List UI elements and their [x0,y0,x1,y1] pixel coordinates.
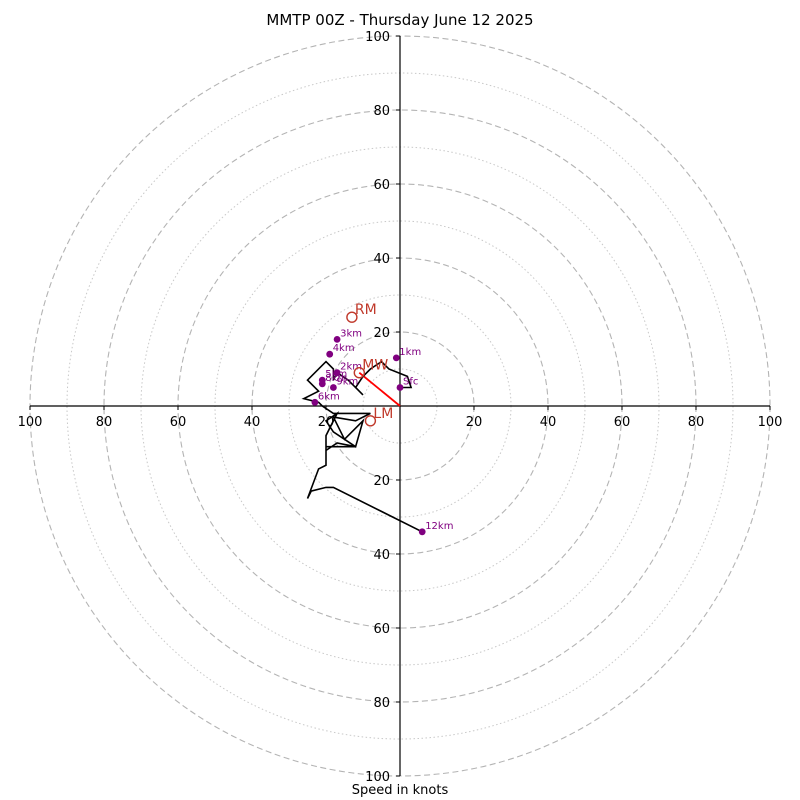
y-tick-label: 20 [373,474,390,489]
storm-motion-marker [346,311,358,323]
x-tick-label: 100 [18,415,43,430]
height-label: 2km [340,362,362,373]
height-marker [333,336,341,343]
height-marker [396,384,404,391]
y-tick-label: 80 [373,696,390,711]
x-tick-label: 80 [688,415,705,430]
hodograph-line [301,360,423,533]
height-label: 9km [336,377,358,388]
mean-wind-vector [358,372,401,407]
height-marker [392,354,400,362]
hodograph-trace [301,360,423,533]
storm-motion-label: MW [362,358,388,374]
height-label: 3km [340,328,362,339]
storm-motion-label: RM [355,302,377,318]
x-tick-label: 60 [170,415,187,430]
x-tick-label: 100 [758,415,783,430]
height-marker [326,350,334,358]
y-tick-label: 60 [373,178,390,193]
y-tick-label: 80 [373,104,390,119]
x-axis-label: Speed in knots [351,783,449,798]
y-tick-label: 20 [373,326,390,341]
y-tick-label: 60 [373,622,390,637]
height-label: 6km [318,391,340,402]
y-tick-label: 100 [365,770,390,785]
storm-motion-label: LM [373,406,393,422]
x-tick-label: 20 [466,415,483,430]
height-marker [330,384,337,391]
height-marker [333,369,341,377]
height-label: 4km [333,343,355,354]
height-marker [311,398,319,406]
height-label: 8km [325,373,347,384]
height-label: 12km [425,521,453,532]
x-tick-label: 40 [540,415,557,430]
chart-title: MMTP 00Z - Thursday June 12 2025 [266,11,534,29]
x-tick-label: 80 [96,415,113,430]
storm-motion-marker [364,415,377,427]
height-marker [418,528,426,536]
y-tick-label: 40 [373,548,390,563]
storm-motion-marker [353,367,365,379]
y-tick-label: 40 [373,252,390,267]
x-tick-label: 40 [244,415,261,430]
height-label: 1km [399,347,421,358]
height-label: Sfc [403,377,418,388]
x-tick-label: 60 [614,415,631,430]
height-label: 5km [325,369,347,380]
height-marker [318,380,326,388]
storm-motion-markers: RM MW LM [346,302,393,427]
y-tick-label: 100 [365,30,390,45]
